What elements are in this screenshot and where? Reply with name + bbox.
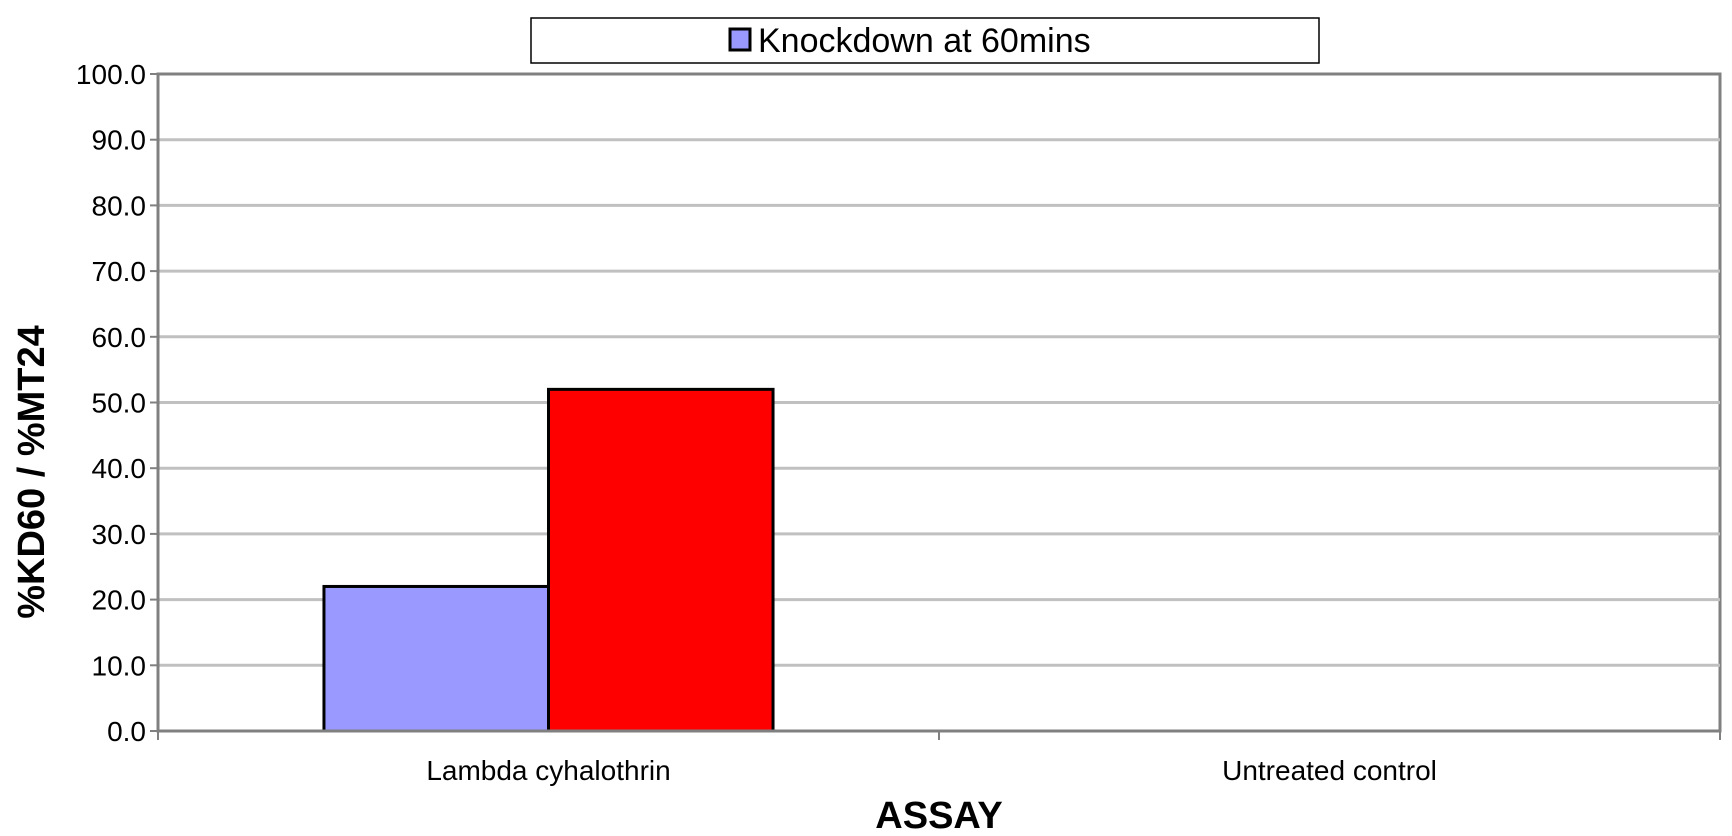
legend-label-knockdown: Knockdown at 60mins <box>758 22 1091 60</box>
legend-swatch-knockdown <box>728 27 752 52</box>
legend-box <box>530 17 1320 64</box>
x-category-labels: Lambda cyhalothrin Untreated control <box>157 731 1721 786</box>
y-tick-label: 20.0 <box>92 585 147 616</box>
x-axis-title: ASSAY <box>875 795 1002 836</box>
y-tick-label: 10.0 <box>92 650 147 681</box>
x-category-label: Lambda cyhalothrin <box>426 755 670 786</box>
y-tick-label: 90.0 <box>92 125 147 156</box>
y-tick-label: 70.0 <box>92 256 147 287</box>
legend: Knockdown at 60mins <box>530 17 1320 64</box>
y-tick-label: 80.0 <box>92 190 147 221</box>
y-tick-label: 60.0 <box>92 322 147 353</box>
x-category-label: Untreated control <box>1222 755 1437 786</box>
bars <box>322 387 775 733</box>
bar-series-1-0 <box>547 387 775 733</box>
y-axis-title: %KD60 / %MT24 <box>11 325 53 619</box>
y-tick-label: 0.0 <box>107 716 146 747</box>
y-tick-label: 50.0 <box>92 388 147 419</box>
y-tick-label: 100.0 <box>76 59 146 90</box>
bar-series-0-0 <box>322 584 550 733</box>
y-tick-label: 40.0 <box>92 453 147 484</box>
y-tick-labels: 0.0 10.0 20.0 30.0 40.0 50.0 60.0 70.0 80.0 90.0 1… <box>76 59 158 747</box>
y-tick-label: 30.0 <box>92 519 147 550</box>
